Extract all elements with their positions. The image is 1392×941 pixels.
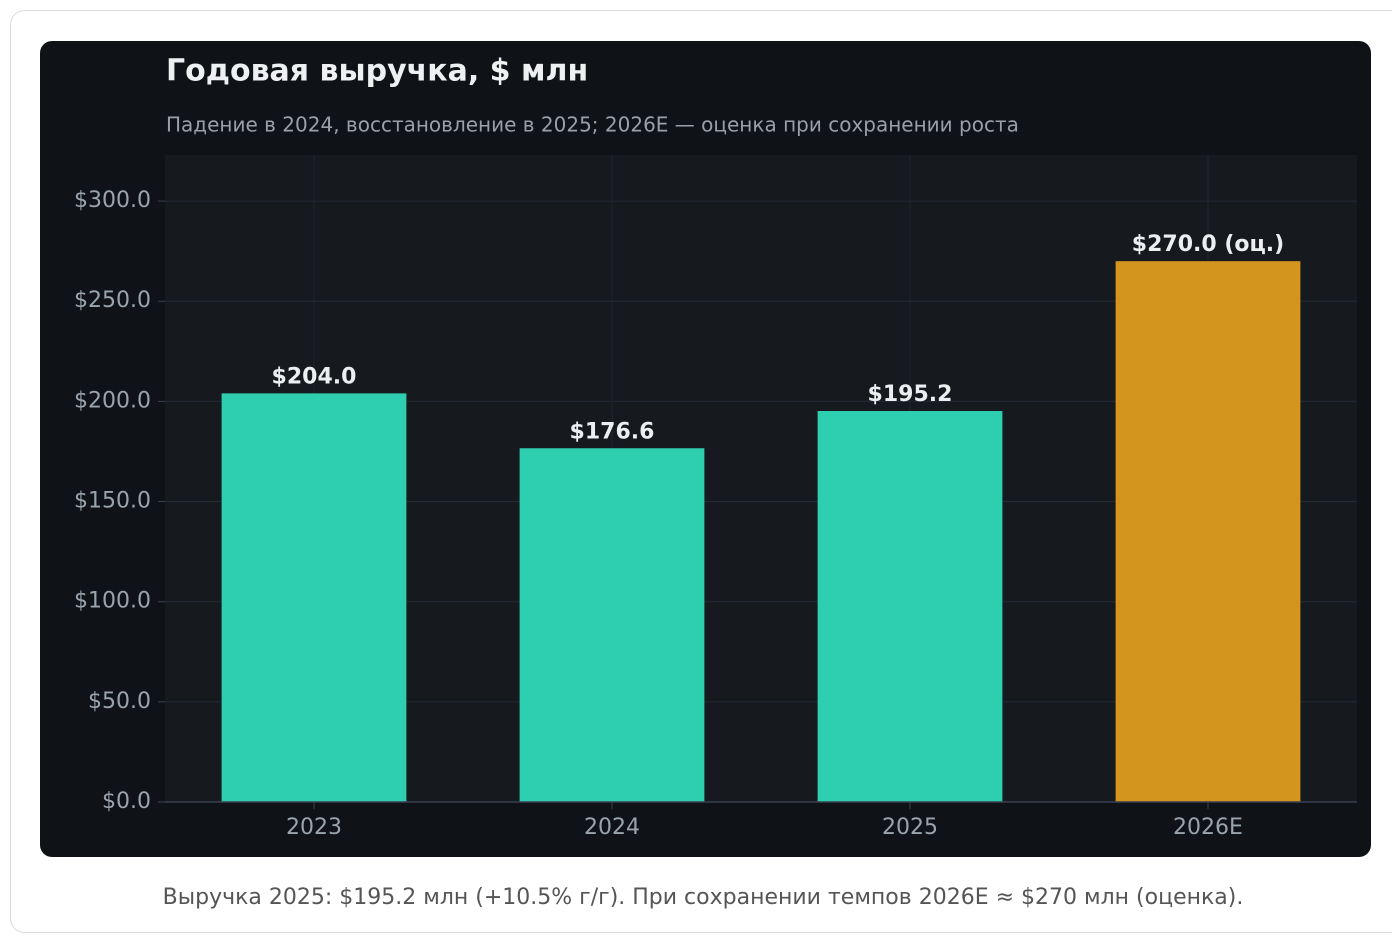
x-tick-label: 2024 bbox=[584, 815, 640, 840]
y-tick-label: $250.0 bbox=[74, 288, 151, 313]
value-label: $270.0 (оц.) bbox=[1132, 232, 1284, 257]
chart-subtitle: Падение в 2024, восстановление в 2025; 2… bbox=[166, 113, 1019, 137]
bar bbox=[1115, 261, 1301, 803]
chart-title: Годовая выручка, $ млн bbox=[166, 54, 588, 89]
x-tick-label: 2023 bbox=[286, 815, 342, 840]
bar bbox=[817, 410, 1003, 802]
x-tick-label: 2026E bbox=[1173, 815, 1243, 840]
y-tick-label: $200.0 bbox=[74, 388, 151, 413]
y-tick-label: $0.0 bbox=[102, 789, 151, 814]
y-tick-label: $100.0 bbox=[74, 589, 151, 614]
bar bbox=[519, 448, 705, 802]
y-tick-label: $150.0 bbox=[74, 489, 151, 514]
value-label: $204.0 bbox=[272, 364, 357, 389]
y-tick-label: $50.0 bbox=[88, 689, 151, 714]
value-label: $195.2 bbox=[868, 382, 953, 407]
caption: Выручка 2025: $195.2 млн (+10.5% г/г). П… bbox=[163, 885, 1244, 910]
bar bbox=[221, 393, 407, 802]
x-tick-label: 2025 bbox=[882, 815, 938, 840]
y-tick-label: $300.0 bbox=[74, 188, 151, 213]
value-label: $176.6 bbox=[570, 419, 655, 444]
